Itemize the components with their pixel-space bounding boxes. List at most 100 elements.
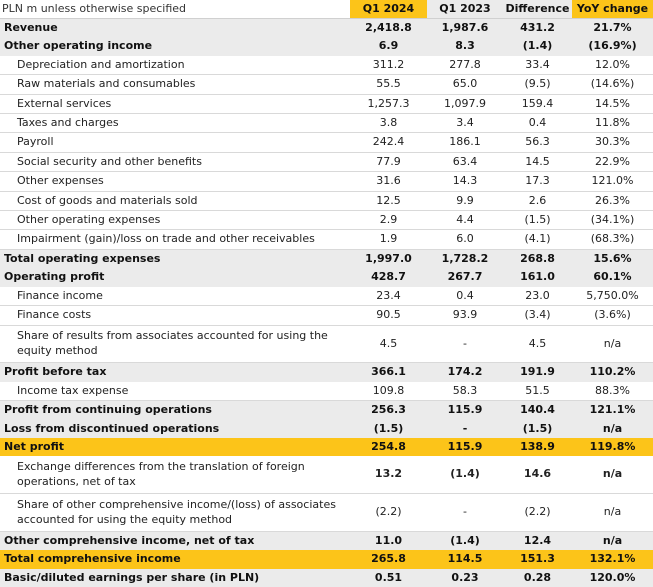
- row-value: 56.3: [503, 132, 572, 153]
- table-row: Net profit 254.8 115.9 138.9 119.8%: [0, 437, 653, 457]
- row-value: 115.9: [427, 437, 503, 457]
- row-value: 93.9: [427, 305, 503, 326]
- table-row: Profit before tax 366.1 174.2 191.9 110.…: [0, 362, 653, 382]
- row-label: Depreciation and amortization: [0, 55, 350, 76]
- table-row: Finance costs 90.5 93.9 (3.4) (3.6%): [0, 305, 653, 326]
- row-value: -: [427, 419, 503, 438]
- row-value: 77.9: [350, 152, 427, 173]
- row-label: Total comprehensive income: [0, 550, 350, 569]
- table-row: External services 1,257.3 1,097.9 159.4 …: [0, 94, 653, 115]
- row-value: 21.7%: [572, 18, 653, 38]
- row-value: 13.2: [350, 456, 427, 495]
- column-header-q1-2023: Q1 2023: [427, 0, 503, 19]
- row-value: 26.3%: [572, 191, 653, 212]
- row-value: 5,750.0%: [572, 286, 653, 307]
- table-row: Other operating income 6.9 8.3 (1.4) (16…: [0, 37, 653, 56]
- row-value: 3.4: [427, 113, 503, 134]
- row-value: n/a: [572, 493, 653, 532]
- row-value: (34.1%): [572, 210, 653, 231]
- row-value: 0.28: [503, 568, 572, 587]
- row-value: 6.0: [427, 229, 503, 250]
- row-value: 121.1%: [572, 400, 653, 420]
- row-value: 55.5: [350, 74, 427, 95]
- row-value: 90.5: [350, 305, 427, 326]
- row-label: Finance income: [0, 286, 350, 307]
- row-value: 0.4: [503, 113, 572, 134]
- row-value: n/a: [572, 325, 653, 364]
- row-value: 132.1%: [572, 550, 653, 569]
- table-row: Revenue 2,418.8 1,987.6 431.2 21.7%: [0, 18, 653, 38]
- row-label: Other operating expenses: [0, 210, 350, 231]
- row-value: (9.5): [503, 74, 572, 95]
- row-value: 254.8: [350, 437, 427, 457]
- row-value: 109.8: [350, 381, 427, 402]
- row-value: 151.3: [503, 550, 572, 569]
- row-value: 60.1%: [572, 268, 653, 287]
- column-header-yoy-change: YoY change: [572, 0, 653, 19]
- row-value: 6.9: [350, 37, 427, 56]
- row-label: Share of other comprehensive income/(los…: [0, 493, 350, 532]
- row-label: Other expenses: [0, 171, 350, 192]
- row-value: 23.0: [503, 286, 572, 307]
- row-value: n/a: [572, 456, 653, 495]
- row-value: 256.3: [350, 400, 427, 420]
- row-value: 14.3: [427, 171, 503, 192]
- row-value: 277.8: [427, 55, 503, 76]
- row-label: Net profit: [0, 437, 350, 457]
- row-value: 121.0%: [572, 171, 653, 192]
- row-value: 31.6: [350, 171, 427, 192]
- table-row: Share of results from associates account…: [0, 325, 653, 364]
- row-value: 159.4: [503, 94, 572, 115]
- row-label: Cost of goods and materials sold: [0, 191, 350, 212]
- row-value: (16.9%): [572, 37, 653, 56]
- row-value: (1.5): [503, 210, 572, 231]
- row-value: (1.4): [427, 531, 503, 551]
- row-label: Other operating income: [0, 37, 350, 56]
- table-row: Depreciation and amortization 311.2 277.…: [0, 55, 653, 76]
- row-label: Impairment (gain)/loss on trade and othe…: [0, 229, 350, 250]
- row-value: -: [427, 325, 503, 364]
- row-value: 12.0%: [572, 55, 653, 76]
- table-row: Finance income 23.4 0.4 23.0 5,750.0%: [0, 286, 653, 307]
- row-value: 4.5: [350, 325, 427, 364]
- column-header-difference: Difference: [503, 0, 572, 19]
- row-label: Total operating expenses: [0, 249, 350, 269]
- row-value: 366.1: [350, 362, 427, 382]
- row-value: 1,997.0: [350, 249, 427, 269]
- row-value: 2.9: [350, 210, 427, 231]
- unit-label: PLN m unless otherwise specified: [0, 0, 350, 19]
- table-row: Other comprehensive income, net of tax 1…: [0, 531, 653, 551]
- row-value: 267.7: [427, 268, 503, 287]
- row-value: 3.8: [350, 113, 427, 134]
- table-header-row: PLN m unless otherwise specified Q1 2024…: [0, 0, 653, 19]
- table-row: Basic/diluted earnings per share (in PLN…: [0, 568, 653, 587]
- table-row: Taxes and charges 3.8 3.4 0.4 11.8%: [0, 113, 653, 134]
- row-value: 110.2%: [572, 362, 653, 382]
- row-value: 268.8: [503, 249, 572, 269]
- row-value: 265.8: [350, 550, 427, 569]
- row-value: 191.9: [503, 362, 572, 382]
- row-label: Basic/diluted earnings per share (in PLN…: [0, 568, 350, 587]
- row-value: 14.5%: [572, 94, 653, 115]
- row-label: Exchange differences from the translatio…: [0, 456, 350, 495]
- row-value: 0.51: [350, 568, 427, 587]
- row-value: 88.3%: [572, 381, 653, 402]
- table-row: Payroll 242.4 186.1 56.3 30.3%: [0, 132, 653, 153]
- row-value: 11.8%: [572, 113, 653, 134]
- table-row: Social security and other benefits 77.9 …: [0, 152, 653, 173]
- row-label: Operating profit: [0, 268, 350, 287]
- row-value: 14.5: [503, 152, 572, 173]
- row-value: 63.4: [427, 152, 503, 173]
- row-value: 2.6: [503, 191, 572, 212]
- row-label: Payroll: [0, 132, 350, 153]
- row-value: 65.0: [427, 74, 503, 95]
- table-row: Total operating expenses 1,997.0 1,728.2…: [0, 249, 653, 269]
- row-value: (1.5): [503, 419, 572, 438]
- row-value: 22.9%: [572, 152, 653, 173]
- row-value: 17.3: [503, 171, 572, 192]
- table-row: Other operating expenses 2.9 4.4 (1.5) (…: [0, 210, 653, 231]
- table-row: Impairment (gain)/loss on trade and othe…: [0, 229, 653, 250]
- row-label: Finance costs: [0, 305, 350, 326]
- table-row: Exchange differences from the translatio…: [0, 456, 653, 495]
- row-value: 1,097.9: [427, 94, 503, 115]
